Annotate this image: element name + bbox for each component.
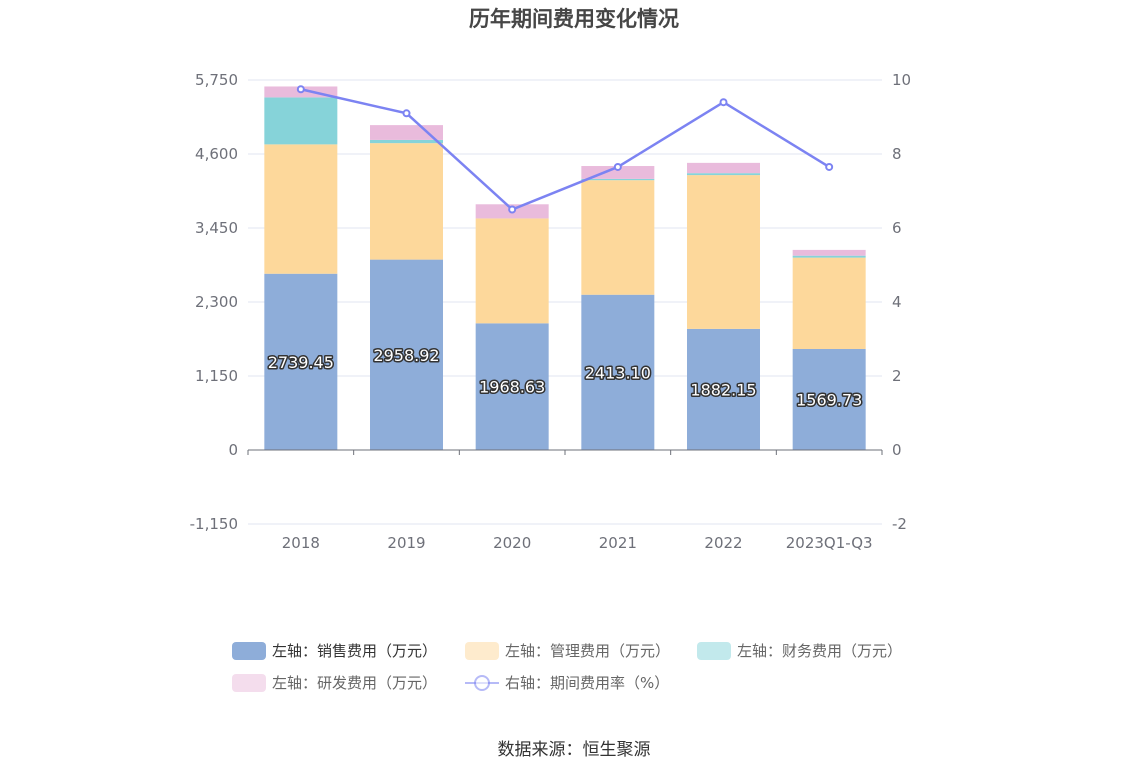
rate-point [296, 85, 305, 94]
bar-segment [581, 180, 655, 295]
chart-title: 历年期间费用变化情况 [469, 7, 679, 31]
legend-item[interactable]: 右轴：期间费用率（%） [465, 674, 669, 692]
x-axis-tick-label: 2023Q1-Q3 [786, 534, 873, 552]
bar-data-label: 1569.73 [796, 390, 862, 409]
bars [264, 86, 866, 450]
bar-segment [370, 139, 443, 144]
rate-point [508, 205, 517, 214]
right-axis-tick: 6 [892, 219, 902, 237]
bar-data-label: 2413.10 [585, 363, 651, 382]
bar-data-label: 1882.15 [690, 380, 756, 399]
rate-point [825, 162, 834, 171]
rate-point [613, 162, 622, 171]
legend-swatch [232, 642, 266, 660]
left-axis-tick: 3,450 [195, 219, 238, 237]
bar-segment [792, 255, 866, 258]
right-axis-tick: 10 [892, 71, 911, 89]
left-axis-tick: 1,150 [195, 367, 238, 385]
right-axis-tick: 0 [892, 441, 902, 459]
x-axis-tick-label: 2019 [387, 534, 425, 552]
left-axis-tick: 4,600 [195, 145, 238, 163]
legend-label: 左轴：销售费用（万元） [272, 642, 437, 660]
legend-item[interactable]: 左轴：研发费用（万元） [232, 674, 437, 692]
rate-point [719, 98, 728, 107]
legend-swatch [232, 674, 266, 692]
left-axis-tick: -1,150 [190, 515, 238, 533]
grid [248, 79, 882, 525]
bar-segment [264, 97, 338, 145]
bar-segment [581, 178, 655, 181]
right-axis-tick: -2 [892, 515, 907, 533]
bar-segment [264, 144, 338, 274]
left-axis-tick: 5,750 [195, 71, 238, 89]
right-axis-tick: 2 [892, 367, 902, 385]
x-axis-tick-label: 2021 [599, 534, 637, 552]
bar-segment [792, 257, 866, 349]
legend-swatch [697, 642, 731, 660]
legend-label: 左轴：研发费用（万元） [272, 674, 437, 692]
left-axis-tick: 0 [228, 441, 238, 459]
legend-label: 右轴：期间费用率（%） [505, 674, 669, 692]
legend-swatch [465, 642, 499, 660]
right-axis-tick: 4 [892, 293, 902, 311]
bar-segment [475, 323, 549, 450]
bar-segment [687, 162, 760, 174]
legend-item[interactable]: 左轴：财务费用（万元） [697, 642, 902, 660]
x-axis-tick-label: 2022 [704, 534, 742, 552]
legend-item[interactable]: 左轴：销售费用（万元） [232, 642, 437, 660]
bar-segment [792, 348, 866, 450]
bar-segment [581, 166, 655, 179]
data-labels: 2739.45 2958.92 1968.63 2413.10 1882.15 1569.… [266, 344, 864, 411]
bar-segment [687, 175, 760, 329]
legend-label: 左轴：管理费用（万元） [505, 642, 670, 660]
bar-segment [687, 173, 760, 176]
rate-polyline [300, 88, 830, 211]
bar-segment [792, 249, 866, 256]
x-axis-tick-label: 2018 [282, 534, 320, 552]
axes: 5,750 10 4,600 8 3,450 6 2,300 4 1,150 2 0 0 -1,150 -… [190, 71, 911, 552]
bar-segment [370, 143, 443, 260]
legend-marker-swatch [474, 675, 490, 691]
bar-segment [264, 273, 338, 450]
bar-segment [475, 218, 549, 324]
bar-segment [581, 294, 655, 450]
bar-data-label: 1968.63 [479, 378, 545, 397]
bar-segment [687, 328, 760, 450]
legend-label: 左轴：财务费用（万元） [737, 642, 902, 660]
left-axis-tick: 2,300 [195, 293, 238, 311]
bar-segment [370, 259, 443, 450]
x-axis-tick-label: 2020 [493, 534, 531, 552]
right-axis-tick: 8 [892, 145, 902, 163]
legend-item[interactable]: 左轴：管理费用（万元） [465, 642, 670, 660]
bar-data-label: 2958.92 [373, 346, 439, 365]
legend[interactable]: 左轴：销售费用（万元） 左轴：管理费用（万元） 左轴：财务费用（万元） 左轴：研发费用… [232, 642, 902, 692]
rate-point [402, 109, 411, 118]
bar-data-label: 2739.45 [268, 353, 334, 372]
rate-line [296, 85, 834, 214]
source-note: 数据来源：恒生聚源 [498, 740, 651, 760]
